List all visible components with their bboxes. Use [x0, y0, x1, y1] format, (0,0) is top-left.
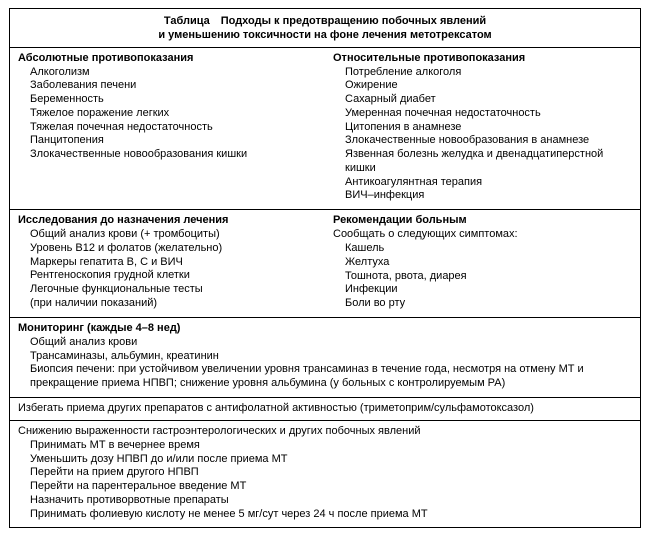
table-title: Таблица Подходы к предотвращению побочны… — [10, 9, 640, 48]
list-item: Панцитопения — [18, 134, 317, 148]
section-monitoring: Мониторинг (каждые 4–8 нед) Общий анализ… — [10, 318, 640, 398]
list-item: Легочные функциональные тесты — [18, 283, 317, 297]
list-item: Цитопения в анамнезе — [333, 121, 632, 135]
table-container: Таблица Подходы к предотвращению побочны… — [9, 8, 641, 528]
list-item: Принимать фолиевую кислоту не менее 5 мг… — [18, 508, 632, 522]
list-item: Алкоголизм — [18, 66, 317, 80]
list-item: ВИЧ–инфекция — [333, 189, 632, 203]
avoid-text: Избегать приема других препаратов с анти… — [18, 402, 632, 414]
list-item: Общий анализ крови (+ тромбоциты) — [18, 228, 317, 242]
list-item: Назначить противорвотные препараты — [18, 494, 632, 508]
list-item: Тошнота, рвота, диарея — [333, 270, 632, 284]
title-line-2: и уменьшению токсичности на фоне лечения… — [18, 29, 632, 43]
list-item: Кашель — [333, 242, 632, 256]
section-pretreatment: Исследования до назначения лечения Общий… — [10, 210, 640, 318]
list-item: Беременность — [18, 93, 317, 107]
list-item: Биопсия печени: при устойчивом увеличени… — [18, 363, 632, 391]
monitoring-heading: Мониторинг (каждые 4–8 нед) — [18, 322, 632, 334]
advice-heading: Рекомендации больным — [333, 214, 632, 226]
list-item: (при наличии показаний) — [18, 297, 317, 311]
list-item: Принимать МТ в вечернее время — [18, 439, 632, 453]
absolute-contra-col: Абсолютные противопоказания Алкоголизм З… — [10, 48, 325, 210]
title-line-1: Таблица Подходы к предотвращению побочны… — [18, 15, 632, 29]
list-item: Заболевания печени — [18, 79, 317, 93]
list-item: Перейти на парентеральное введение МТ — [18, 480, 632, 494]
list-item: Злокачественные новообразования в анамне… — [333, 134, 632, 148]
relative-contra-heading: Относительные противопоказания — [333, 52, 632, 64]
relative-contra-col: Относительные противопоказания Потреблен… — [325, 48, 640, 210]
list-item: Боли во рту — [333, 297, 632, 311]
section-reduce-side-effects: Снижению выраженности гастроэнтерологиче… — [10, 421, 640, 528]
list-item: Тяжелое поражение легких — [18, 107, 317, 121]
list-item: Язвенная болезнь желудка и двенадцатипер… — [333, 148, 632, 176]
advice-col: Рекомендации больным Сообщать о следующи… — [325, 210, 640, 317]
tests-col: Исследования до назначения лечения Общий… — [10, 210, 325, 317]
list-item: Уровень B12 и фолатов (желательно) — [18, 242, 317, 256]
list-item: Тяжелая почечная недостаточность — [18, 121, 317, 135]
list-item: Рентгеноскопия грудной клетки — [18, 269, 317, 283]
reduce-lead: Снижению выраженности гастроэнтерологиче… — [18, 425, 632, 437]
list-item: Умеренная почечная недостаточность — [333, 107, 632, 121]
list-item: Злокачественные новообразования кишки — [18, 148, 317, 162]
list-item: Сахарный диабет — [333, 93, 632, 107]
tests-heading: Исследования до назначения лечения — [18, 214, 317, 226]
section-contraindications: Абсолютные противопоказания Алкоголизм З… — [10, 48, 640, 211]
list-item: Инфекции — [333, 283, 632, 297]
list-item: Уменьшить дозу НПВП до и/или после прием… — [18, 453, 632, 467]
list-item: Маркеры гепатита B, C и ВИЧ — [18, 256, 317, 270]
list-item: Перейти на прием другого НПВП — [18, 466, 632, 480]
absolute-contra-heading: Абсолютные противопоказания — [18, 52, 317, 64]
section-avoid: Избегать приема других препаратов с анти… — [10, 398, 640, 421]
list-item: Ожирение — [333, 79, 632, 93]
list-item: Общий анализ крови — [18, 336, 632, 350]
list-item: Потребление алкоголя — [333, 66, 632, 80]
list-item: Антикоагулянтная терапия — [333, 176, 632, 190]
list-item: Желтуха — [333, 256, 632, 270]
list-item: Трансаминазы, альбумин, креатинин — [18, 350, 632, 364]
advice-lead: Сообщать о следующих симптомах: — [333, 228, 632, 240]
